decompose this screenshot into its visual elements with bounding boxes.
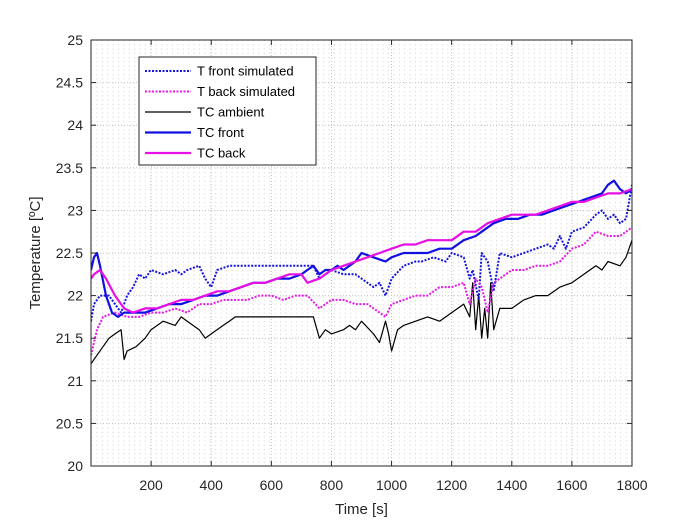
series-line-2 <box>91 240 632 365</box>
x-axis-label: Time [s] <box>335 501 388 518</box>
x-tick-label: 1600 <box>556 477 587 493</box>
axis-ticks <box>91 39 633 467</box>
y-tick-label: 20.5 <box>56 415 83 431</box>
legend-label: TC ambient <box>197 105 265 120</box>
x-tick-label: 1400 <box>496 477 527 493</box>
x-tick-labels: 200 400 600 800 1000 1200 1400 1600 1800 <box>139 477 647 493</box>
legend-label: T back simulated <box>197 84 295 99</box>
legend: T front simulated T back simulated TC ambi… <box>138 56 317 166</box>
x-tick-label: 200 <box>139 477 163 493</box>
x-tick-label: 800 <box>320 477 344 493</box>
series-line-1 <box>91 226 632 356</box>
x-tick-label: 400 <box>200 477 224 493</box>
y-tick-label: 22.5 <box>56 245 83 261</box>
x-tick-label: 1000 <box>376 477 407 493</box>
legend-label: T front simulated <box>197 64 294 79</box>
y-tick-label: 23 <box>67 202 83 218</box>
y-tick-label: 23.5 <box>56 160 83 176</box>
y-tick-label: 21 <box>67 373 83 389</box>
series-line-4 <box>91 188 632 314</box>
y-tick-label: 20 <box>67 458 83 474</box>
series-line-0 <box>91 184 632 322</box>
legend-label: TC front <box>197 125 244 140</box>
y-axis-label: Temperature [ºC] <box>27 196 44 309</box>
x-tick-label: 1800 <box>616 477 647 493</box>
y-tick-label: 25 <box>67 32 83 48</box>
y-tick-labels: 20 20.5 21 21.5 22 22.5 23 23.5 24 24.5 25 <box>56 32 83 474</box>
x-tick-label: 600 <box>260 477 284 493</box>
y-tick-label: 24.5 <box>56 75 83 91</box>
y-tick-label: 21.5 <box>56 330 83 346</box>
legend-box <box>138 56 317 166</box>
series-layer <box>91 179 632 365</box>
y-tick-label: 24 <box>67 117 83 133</box>
y-tick-label: 22 <box>67 288 83 304</box>
legend-label: TC back <box>197 146 246 161</box>
x-tick-label: 1200 <box>436 477 467 493</box>
